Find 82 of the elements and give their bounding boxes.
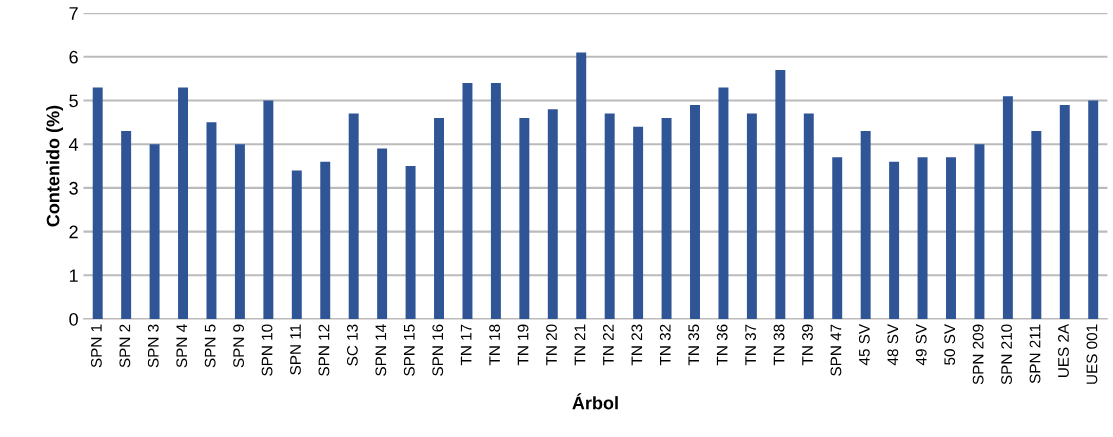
y-tick-label: 2 (69, 225, 78, 239)
y-tick-label: 3 (69, 181, 78, 195)
bar (547, 109, 558, 320)
x-tick-label: TN 18 (489, 324, 500, 366)
x-tick-label: 49 SV (915, 323, 927, 366)
y-tick-label: 7 (69, 7, 78, 20)
bar (234, 144, 245, 320)
bar (832, 157, 843, 320)
x-tick-label: TN 32 (659, 324, 671, 366)
bar (149, 144, 160, 320)
y-axis-title: Contenido (%) (46, 105, 64, 227)
x-tick-label: SPN 209 (972, 324, 984, 385)
x-tick-label: 45 SV (858, 323, 870, 366)
bar (633, 126, 644, 320)
bar (348, 113, 359, 320)
bar (462, 83, 473, 320)
x-tick-label: SPN 1 (90, 324, 102, 368)
bar (121, 131, 132, 320)
bar (917, 157, 928, 320)
y-tick-label: 5 (69, 94, 78, 108)
x-tick-label: SPN 14 (375, 324, 387, 376)
bar (291, 170, 302, 320)
bar (889, 161, 900, 320)
bar (604, 113, 615, 320)
x-tick-label: TN 20 (546, 324, 557, 366)
bar (178, 87, 188, 320)
bar (1088, 100, 1099, 320)
bar (92, 87, 103, 320)
y-tick-label: 4 (68, 138, 79, 151)
bar (576, 52, 587, 320)
x-tick-label: TN 37 (745, 324, 756, 366)
x-tick-label: SPN 210 (1001, 324, 1012, 385)
bar (803, 113, 814, 320)
x-tick-label: SPN 9 (233, 324, 245, 368)
x-tick-label: TN 39 (802, 324, 813, 366)
x-tick-label: SPN 16 (432, 324, 444, 376)
x-tick-label: TN 35 (688, 324, 700, 366)
x-tick-label: UES 001 (1086, 324, 1098, 384)
x-tick-label: TN 38 (773, 324, 785, 366)
x-tick-label: 48 SV (887, 323, 899, 366)
bar (490, 83, 501, 320)
x-tick-label: SPN 12 (318, 324, 330, 376)
bar (775, 69, 786, 320)
y-tick-label: 0 (69, 312, 78, 326)
x-tick-label: SPN 47 (830, 324, 842, 376)
x-tick-label: TN 23 (631, 324, 643, 366)
bar (519, 117, 530, 320)
x-tick-label: SPN 2 (119, 324, 131, 368)
x-tick-label: UES 2A (1058, 323, 1069, 378)
bar (377, 148, 388, 320)
bar (263, 100, 274, 320)
x-axis-title: Árbol (572, 393, 618, 410)
bar (661, 117, 672, 320)
bar (746, 113, 757, 320)
bar (206, 122, 217, 320)
y-tick-label: 1 (69, 269, 78, 282)
x-tick-label: TN 19 (517, 324, 529, 366)
x-tick-label: TN 21 (574, 324, 586, 366)
bar (860, 131, 871, 320)
x-tick-label: TN 36 (716, 324, 728, 366)
x-tick-label: SPN 11 (290, 324, 301, 375)
x-tick-label: SPN 4 (176, 324, 188, 368)
x-tick-label: SPN 3 (147, 324, 159, 368)
bar (1031, 131, 1042, 320)
y-tick-label: 6 (69, 50, 78, 64)
x-tick-label: 50 SV (944, 323, 956, 365)
bar (1002, 96, 1013, 320)
bar (1059, 104, 1070, 320)
bar (946, 157, 956, 320)
x-tick-label: TN 22 (602, 324, 614, 366)
x-tick-label: SPN 10 (261, 324, 273, 376)
bar (405, 166, 416, 320)
bar (718, 87, 729, 320)
bar (690, 104, 700, 320)
x-tick-label: SPN 211 (1029, 324, 1041, 384)
x-tick-label: SC 13 (346, 324, 358, 366)
bar (320, 161, 331, 320)
x-tick-label: TN 17 (460, 324, 472, 366)
bar (434, 117, 444, 320)
x-tick-label: SPN 15 (403, 324, 415, 376)
bar (974, 144, 985, 320)
x-tick-label: SPN 5 (204, 324, 216, 368)
